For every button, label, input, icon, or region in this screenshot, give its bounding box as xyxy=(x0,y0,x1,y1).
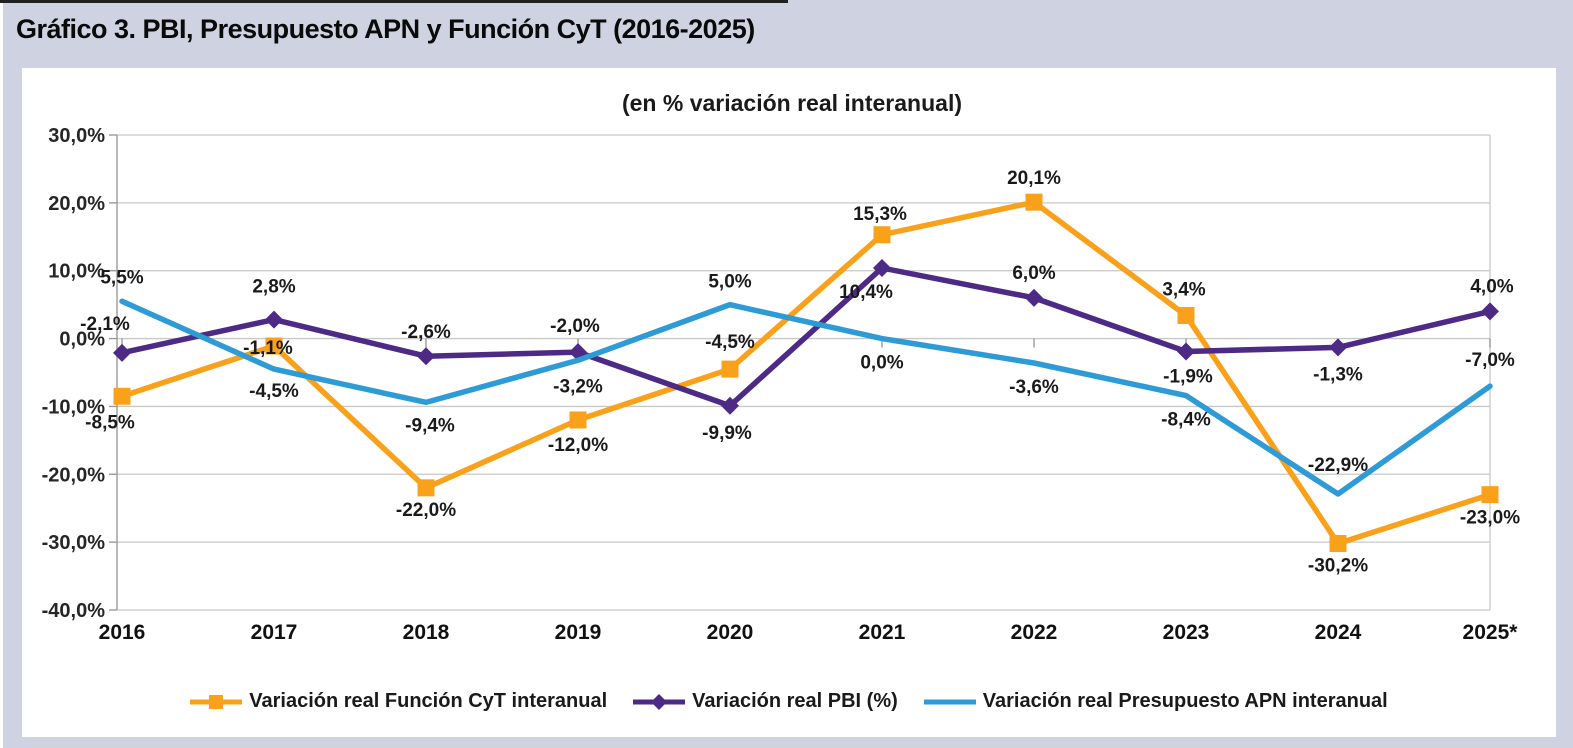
series-line xyxy=(119,265,1493,409)
data-label: 20,1% xyxy=(1007,168,1061,189)
series-marker-diamond xyxy=(113,343,131,362)
series-marker-diamond xyxy=(265,310,283,329)
legend-item: Variación real Presupuesto APN interanua… xyxy=(923,690,1388,713)
series-marker-square xyxy=(265,337,283,355)
legend-swatch-diamond xyxy=(633,693,686,710)
legend-label: Variación real PBI (%) xyxy=(692,690,898,712)
series-line xyxy=(119,298,1493,497)
series-marker-square xyxy=(1329,535,1347,552)
data-label: -23,0% xyxy=(1460,508,1520,529)
x-axis-tick-label: 2023 xyxy=(1163,621,1210,644)
data-label: 3,4% xyxy=(1162,280,1205,301)
y-axis-tick-label: 30,0% xyxy=(48,125,105,147)
data-label: 5,0% xyxy=(708,272,751,293)
legend-item: Variación real Función CyT interanual xyxy=(190,690,607,713)
data-label: -7,0% xyxy=(1465,350,1515,371)
cropped-table-border-artifact xyxy=(0,0,788,3)
series-marker-diamond xyxy=(1025,288,1043,307)
data-label: -9,4% xyxy=(405,415,455,436)
series-marker-diamond xyxy=(1481,302,1499,321)
page-edge-strip xyxy=(0,3,3,748)
data-label: 6,0% xyxy=(1012,263,1055,284)
y-axis-tick-label: -20,0% xyxy=(42,464,106,486)
series-marker-diamond xyxy=(721,396,739,415)
data-label: -8,4% xyxy=(1161,410,1211,431)
data-label: 2,8% xyxy=(252,277,295,298)
data-label: -22,9% xyxy=(1308,455,1368,476)
data-label: -3,2% xyxy=(553,376,603,397)
chart-legend: Variación real Función CyT interanual Var… xyxy=(22,690,1556,713)
legend-item: Variación real PBI (%) xyxy=(633,690,898,713)
data-label: 0,0% xyxy=(860,353,903,374)
chart-subtitle: (en % variación real interanual) xyxy=(621,90,962,116)
page-title: Gráfico 3. PBI, Presupuesto APN y Funció… xyxy=(16,14,755,44)
series-marker-square xyxy=(113,387,131,405)
y-axis-tick-label: -30,0% xyxy=(42,532,106,554)
series-marker-square xyxy=(569,411,587,429)
data-label: -8,5% xyxy=(85,412,135,433)
series-marker-diamond xyxy=(417,347,435,366)
x-axis-tick-label: 2016 xyxy=(99,621,146,644)
chart-panel: 30,0% 20,0% 10,0% 0,0% -10,0% -20,0% -30,0% -40… xyxy=(22,68,1556,737)
series-marker-diamond xyxy=(1177,342,1195,361)
y-axis-tick-label: 0,0% xyxy=(59,329,105,351)
y-axis-tick-label: 20,0% xyxy=(48,193,105,215)
data-label: -1,3% xyxy=(1313,364,1363,385)
data-label: -22,0% xyxy=(396,500,456,521)
legend-label: Variación real Presupuesto APN interanua… xyxy=(982,690,1388,712)
data-label: 15,3% xyxy=(853,204,907,225)
data-label: -2,1% xyxy=(80,314,130,335)
series-marker-square xyxy=(1481,486,1499,504)
series-marker-diamond xyxy=(873,259,891,277)
x-axis-tick-label: 2019 xyxy=(555,621,602,644)
data-label: 10,4% xyxy=(839,282,893,303)
legend-swatch-none xyxy=(923,699,976,704)
series-marker-diamond xyxy=(1329,338,1347,357)
data-label: -4,5% xyxy=(705,332,755,353)
x-axis-tick-label: 2021 xyxy=(859,621,906,644)
legend-label: Variación real Función CyT interanual xyxy=(249,690,608,712)
data-label: 4,0% xyxy=(1470,276,1513,297)
data-label: -2,0% xyxy=(550,316,600,337)
data-label: -1,1% xyxy=(243,338,293,359)
series-line xyxy=(119,199,1493,547)
data-label: -4,5% xyxy=(249,381,299,402)
y-axis-tick-label: -10,0% xyxy=(42,396,106,418)
x-axis-tick-label: 2024 xyxy=(1315,621,1362,644)
series-marker-square xyxy=(873,226,891,244)
series-marker-square xyxy=(721,360,739,378)
x-axis-tick-label: 2018 xyxy=(403,621,450,644)
x-axis-tick-label: 2025* xyxy=(1463,621,1519,644)
y-axis-tick-label: -40,0% xyxy=(42,600,106,622)
series-marker-square xyxy=(1025,193,1043,211)
legend-swatch-square xyxy=(190,694,243,709)
data-label: -3,6% xyxy=(1009,377,1059,398)
series-marker-square xyxy=(1177,307,1195,324)
line-chart: 30,0% 20,0% 10,0% 0,0% -10,0% -20,0% -30,0% -40… xyxy=(42,125,1521,644)
x-axis-tick-label: 2017 xyxy=(251,621,298,644)
data-label: -30,2% xyxy=(1308,556,1368,577)
series-marker-square xyxy=(417,479,435,497)
x-axis-tick-label: 2020 xyxy=(707,621,754,644)
data-label: -2,6% xyxy=(401,322,451,343)
data-label: 5,5% xyxy=(100,267,143,288)
x-axis-tick-label: 2022 xyxy=(1011,621,1058,644)
data-label: -9,9% xyxy=(702,423,752,444)
y-axis-tick-label: 10,0% xyxy=(48,261,105,283)
data-label: -1,9% xyxy=(1163,366,1213,387)
data-label: -12,0% xyxy=(548,435,608,456)
